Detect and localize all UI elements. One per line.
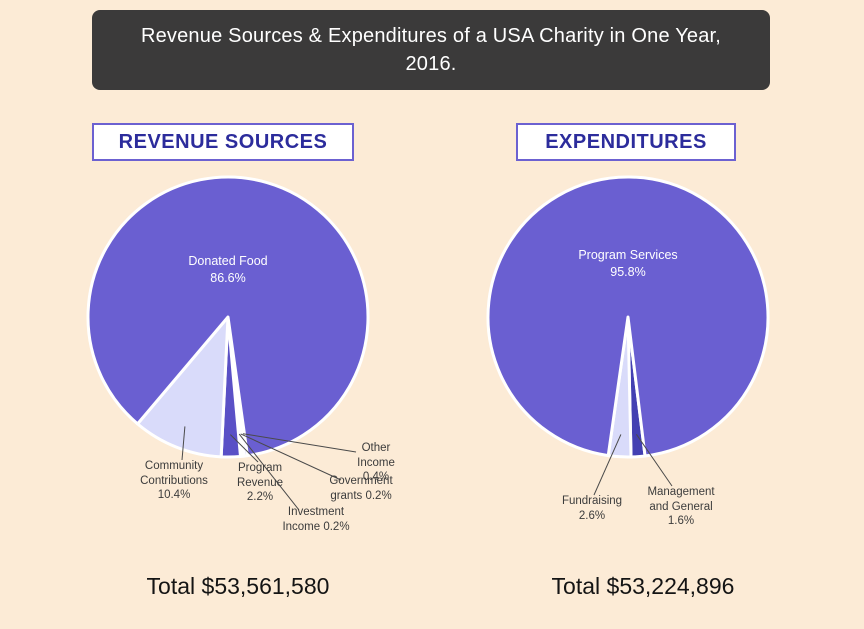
revenue-sources-header-label: REVENUE SOURCES	[118, 130, 328, 153]
slice-label-management-and-general: Management and General 1.6%	[647, 486, 715, 528]
expenditures-header-box: EXPENDITURES	[516, 123, 736, 161]
slice-label-program-revenue: Program Revenue 2.2%	[236, 462, 284, 504]
expenditures-header-label: EXPENDITURES	[545, 130, 707, 153]
pie-slice-community-contributions	[136, 315, 230, 459]
leader-line-program-revenue	[230, 434, 259, 463]
pie-slice-donated-food	[86, 175, 370, 458]
slice-label-program-services: Program Services 95.8%	[578, 248, 678, 279]
leader-line-government-grants	[240, 433, 342, 481]
leader-line-investment-income	[238, 433, 300, 511]
slice-label-fundraising: Fundraising 2.6%	[561, 495, 623, 522]
page-title: Revenue Sources & Expenditures of a USA …	[140, 25, 722, 75]
slice-label-other-income: Other Income 0.4%	[357, 442, 395, 484]
slice-label-investment-income: Investment Income 0.2%	[282, 506, 350, 533]
expenditures-total: Total $53,224,896	[551, 573, 735, 599]
leader-line-community-contributions	[181, 426, 186, 461]
revenue-total: Total $53,561,580	[146, 573, 330, 599]
leader-line-other-income	[242, 433, 357, 453]
revenue-sources-header-box: REVENUE SOURCES	[92, 123, 354, 161]
pie-slice-program-services	[486, 175, 770, 458]
leader-line-management-and-general	[635, 434, 673, 487]
leader-line-fundraising	[593, 434, 622, 496]
slice-label-government-grants: Government grants 0.2%	[329, 475, 393, 502]
slice-label-community-contributions: Community Contributions 10.4%	[140, 460, 208, 502]
slice-label-donated-food: Donated Food 86.6%	[188, 254, 268, 285]
title-banner: Revenue Sources & Expenditures of a USA …	[92, 10, 770, 90]
